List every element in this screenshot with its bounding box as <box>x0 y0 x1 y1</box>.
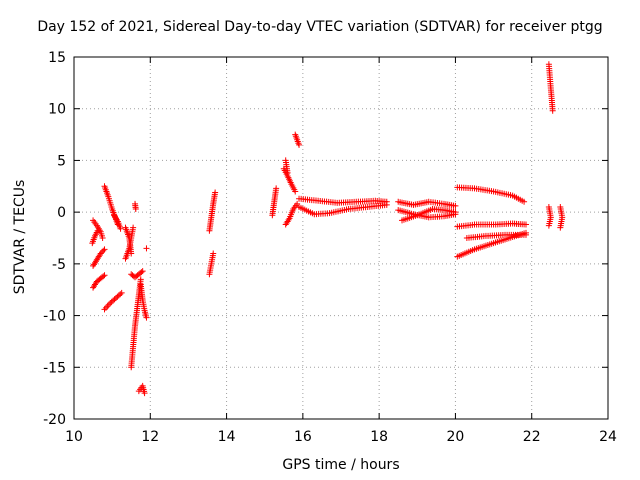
data-point <box>104 303 111 310</box>
data-point <box>557 224 564 231</box>
data-point <box>549 107 556 114</box>
x-tick-label: 14 <box>218 429 236 445</box>
data-point <box>284 169 291 176</box>
y-tick-label: -20 <box>43 412 66 428</box>
grid <box>74 57 608 419</box>
chart-title: Day 152 of 2021, Sidereal Day-to-day VTE… <box>37 19 603 35</box>
data-point <box>105 301 112 308</box>
x-tick-label: 24 <box>599 429 617 445</box>
data-point <box>139 268 146 275</box>
data-point <box>137 276 144 283</box>
data-point <box>110 297 117 304</box>
data-point <box>143 314 150 321</box>
data-point <box>452 209 459 216</box>
data-point <box>117 225 124 232</box>
x-axis-label: GPS time / hours <box>282 457 400 473</box>
x-tick-label: 18 <box>370 429 388 445</box>
data-point <box>522 221 529 228</box>
data-point <box>143 245 150 252</box>
y-tick-label: -5 <box>52 257 66 273</box>
data-point <box>100 247 107 254</box>
data-point <box>452 202 459 209</box>
data-point <box>522 231 529 238</box>
data-point <box>545 222 552 229</box>
data-point <box>97 250 104 257</box>
data-point <box>292 188 299 195</box>
data-points <box>89 61 566 397</box>
data-point <box>98 249 105 256</box>
data-point <box>112 294 119 301</box>
x-tick-label: 12 <box>141 429 159 445</box>
data-point <box>115 292 122 299</box>
x-tick-label: 10 <box>65 429 83 445</box>
y-tick-label: -15 <box>43 360 66 376</box>
data-point <box>273 185 280 192</box>
data-point <box>101 246 108 253</box>
data-point <box>521 198 528 205</box>
data-point <box>141 390 148 397</box>
data-point <box>118 289 125 296</box>
data-point <box>296 141 303 148</box>
data-point <box>117 291 124 298</box>
data-point <box>210 250 217 257</box>
data-point <box>94 227 101 234</box>
data-point <box>102 304 109 311</box>
y-tick-label: 0 <box>57 205 66 221</box>
y-tick-label: 10 <box>48 102 66 118</box>
data-point <box>101 272 108 279</box>
plot-frame <box>73 56 609 420</box>
data-point <box>114 293 121 300</box>
y-tick-label: -10 <box>43 309 66 325</box>
data-point <box>138 269 145 276</box>
data-point <box>132 206 139 213</box>
x-tick-label: 22 <box>523 429 541 445</box>
data-point <box>108 298 115 305</box>
x-tick-label: 20 <box>447 429 465 445</box>
y-tick-label: 5 <box>57 153 66 169</box>
data-point <box>212 189 219 196</box>
data-point <box>294 200 301 207</box>
data-point <box>99 235 106 241</box>
data-point <box>107 300 114 307</box>
data-point <box>100 273 107 280</box>
x-tick-label: 16 <box>294 429 312 445</box>
data-point <box>383 198 390 205</box>
data-point <box>101 306 108 313</box>
y-axis-label: SDTVAR / TECUs <box>12 179 28 295</box>
data-point <box>111 296 118 303</box>
y-tick-label: 15 <box>48 50 66 66</box>
data-point <box>130 224 137 231</box>
ticks: 10 12 14 16 18 20 22 24 -20 -15 -10 -5 0 5 10 15 <box>43 50 617 445</box>
